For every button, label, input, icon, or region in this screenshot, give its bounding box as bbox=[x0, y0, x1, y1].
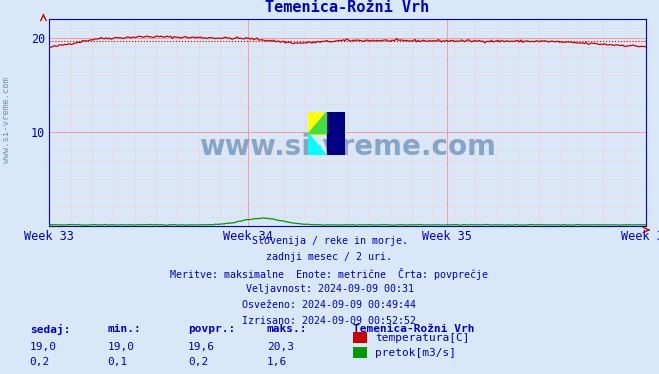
Polygon shape bbox=[327, 112, 345, 155]
Polygon shape bbox=[308, 134, 327, 155]
Text: 19,6: 19,6 bbox=[188, 342, 215, 352]
Text: min.:: min.: bbox=[107, 324, 141, 334]
Text: 0,2: 0,2 bbox=[188, 357, 208, 367]
Text: 19,0: 19,0 bbox=[30, 342, 57, 352]
Text: www.si-vreme.com: www.si-vreme.com bbox=[199, 134, 496, 162]
Text: 20,3: 20,3 bbox=[267, 342, 294, 352]
Text: maks.:: maks.: bbox=[267, 324, 307, 334]
Text: Osveženo: 2024-09-09 00:49:44: Osveženo: 2024-09-09 00:49:44 bbox=[243, 300, 416, 310]
Polygon shape bbox=[308, 112, 327, 134]
Text: 19,0: 19,0 bbox=[107, 342, 134, 352]
Text: www.si-vreme.com: www.si-vreme.com bbox=[2, 77, 11, 163]
Text: povpr.:: povpr.: bbox=[188, 324, 235, 334]
Text: sedaj:: sedaj: bbox=[30, 324, 70, 335]
Text: 0,2: 0,2 bbox=[30, 357, 50, 367]
Text: pretok[m3/s]: pretok[m3/s] bbox=[375, 348, 456, 358]
Text: Izrisano: 2024-09-09 00:52:52: Izrisano: 2024-09-09 00:52:52 bbox=[243, 316, 416, 326]
Polygon shape bbox=[308, 112, 327, 134]
Text: zadnji mesec / 2 uri.: zadnji mesec / 2 uri. bbox=[266, 252, 393, 262]
Text: Veljavnost: 2024-09-09 00:31: Veljavnost: 2024-09-09 00:31 bbox=[246, 284, 413, 294]
Text: 1,6: 1,6 bbox=[267, 357, 287, 367]
Text: 0,1: 0,1 bbox=[107, 357, 128, 367]
Text: temperatura[C]: temperatura[C] bbox=[375, 333, 469, 343]
Text: Slovenija / reke in morje.: Slovenija / reke in morje. bbox=[252, 236, 407, 246]
Text: Temenica-Rožni Vrh: Temenica-Rožni Vrh bbox=[353, 324, 474, 334]
Text: Meritve: maksimalne  Enote: metrične  Črta: povprečje: Meritve: maksimalne Enote: metrične Črta… bbox=[171, 268, 488, 280]
Title: Temenica-Rožni Vrh: Temenica-Rožni Vrh bbox=[266, 0, 430, 15]
